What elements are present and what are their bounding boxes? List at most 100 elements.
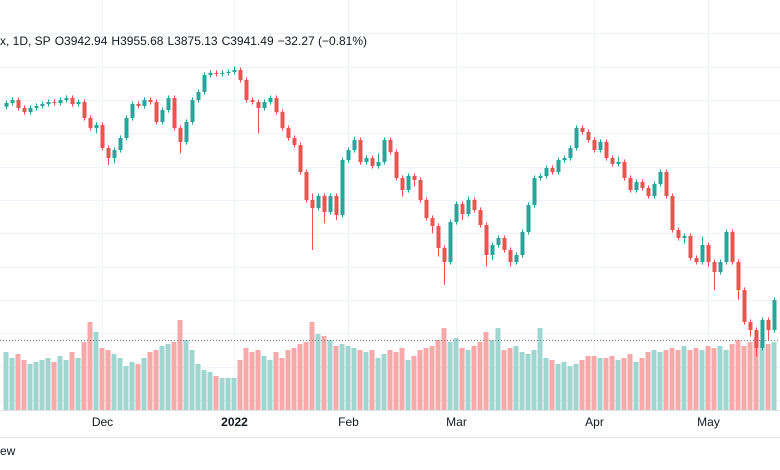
legend-field-label: C (222, 34, 231, 48)
candle-body (718, 262, 723, 272)
volume-bar (639, 358, 645, 410)
volume-bar (507, 348, 513, 410)
candle-body (400, 178, 405, 190)
volume-bar (309, 322, 315, 410)
volume-bar (237, 360, 243, 410)
volume-bar (537, 328, 543, 410)
volume-bar (501, 350, 507, 410)
candle-body (136, 104, 141, 106)
volume-bar (585, 356, 591, 410)
candle-body (502, 238, 507, 250)
candle-body (490, 245, 495, 255)
legend-field-value: 3875.13 (174, 34, 218, 48)
volume-bar (471, 346, 477, 410)
volume-bar (3, 352, 9, 410)
volume-bar (123, 366, 129, 410)
volume-bar (303, 342, 309, 410)
volume-bar (609, 356, 615, 410)
volume-bar (177, 320, 183, 410)
candle-body (118, 138, 123, 150)
volume-bar (57, 356, 63, 410)
x-tick-label: May (697, 415, 720, 429)
candle-body (328, 196, 333, 212)
volume-bar (405, 360, 411, 410)
volume-bar (81, 342, 87, 410)
candle-body (226, 72, 231, 73)
candle-body (556, 160, 561, 172)
candle-body (316, 196, 321, 208)
volume-bar (741, 346, 747, 410)
candle-body (670, 196, 675, 230)
legend-field-label: H (111, 34, 120, 48)
volume-bar (495, 328, 501, 410)
volume-bar (387, 350, 393, 410)
candle-body (58, 100, 63, 103)
candle-body (34, 106, 39, 108)
footer-text: ew (0, 444, 16, 458)
candle-body (340, 160, 345, 215)
volume-bar (693, 348, 699, 410)
candle-body (178, 128, 183, 142)
volume-bar (531, 350, 537, 410)
x-tick-label: Apr (585, 415, 604, 429)
volume-bar (189, 350, 195, 410)
volume-bar (381, 354, 387, 410)
candle-body (700, 245, 705, 262)
candle-body (766, 320, 771, 330)
candle-body (322, 196, 327, 212)
volume-bar (279, 358, 285, 410)
candle-body (418, 180, 423, 200)
candle-body (484, 225, 489, 255)
candle-body (604, 142, 609, 158)
candle-body (394, 152, 399, 178)
candle-body (160, 110, 165, 122)
legend-change: −32.27 (−0.81%) (278, 34, 367, 48)
candle-body (628, 178, 633, 190)
volume-bar (429, 346, 435, 410)
candle-body (658, 172, 663, 184)
volume-bar (27, 364, 33, 410)
volume-bar (129, 362, 135, 410)
volume-bar (111, 354, 117, 410)
candle-body (88, 118, 93, 128)
candle-body (238, 70, 243, 80)
volume-bar (135, 364, 141, 410)
legend-field-label: O (55, 34, 64, 48)
candle-body (730, 232, 735, 262)
candle-body (772, 300, 777, 330)
candle-body (622, 162, 627, 178)
volume-bar (33, 362, 39, 410)
candle-body (544, 168, 549, 176)
candle-body (382, 140, 387, 162)
candle-body (550, 168, 555, 172)
candle-body (202, 75, 207, 92)
volume-bar (477, 342, 483, 410)
volume-bar (147, 352, 153, 410)
volume-bar (465, 350, 471, 410)
candle-body (562, 158, 567, 160)
x-tick-label: Feb (338, 415, 359, 429)
candle-body (694, 258, 699, 262)
candle-body (442, 248, 447, 262)
volume-bar (351, 348, 357, 410)
candle-body (286, 128, 291, 138)
volume-bar (687, 350, 693, 410)
volume-bar (369, 350, 375, 410)
candle-body (76, 102, 81, 104)
candle-body (652, 184, 657, 196)
volume-bar (453, 338, 459, 410)
candle-body (274, 98, 279, 112)
candle-body (124, 118, 129, 138)
volume-bar (543, 358, 549, 410)
volume-bar (627, 354, 633, 410)
candle-body (712, 262, 717, 272)
candle-body (352, 140, 357, 150)
volume-bar (21, 360, 27, 410)
volume-bar (489, 340, 495, 410)
volume-bar (717, 346, 723, 410)
candle-body (688, 236, 693, 258)
volume-bar (729, 344, 735, 410)
candle-body (574, 128, 579, 148)
candle-body (298, 145, 303, 172)
